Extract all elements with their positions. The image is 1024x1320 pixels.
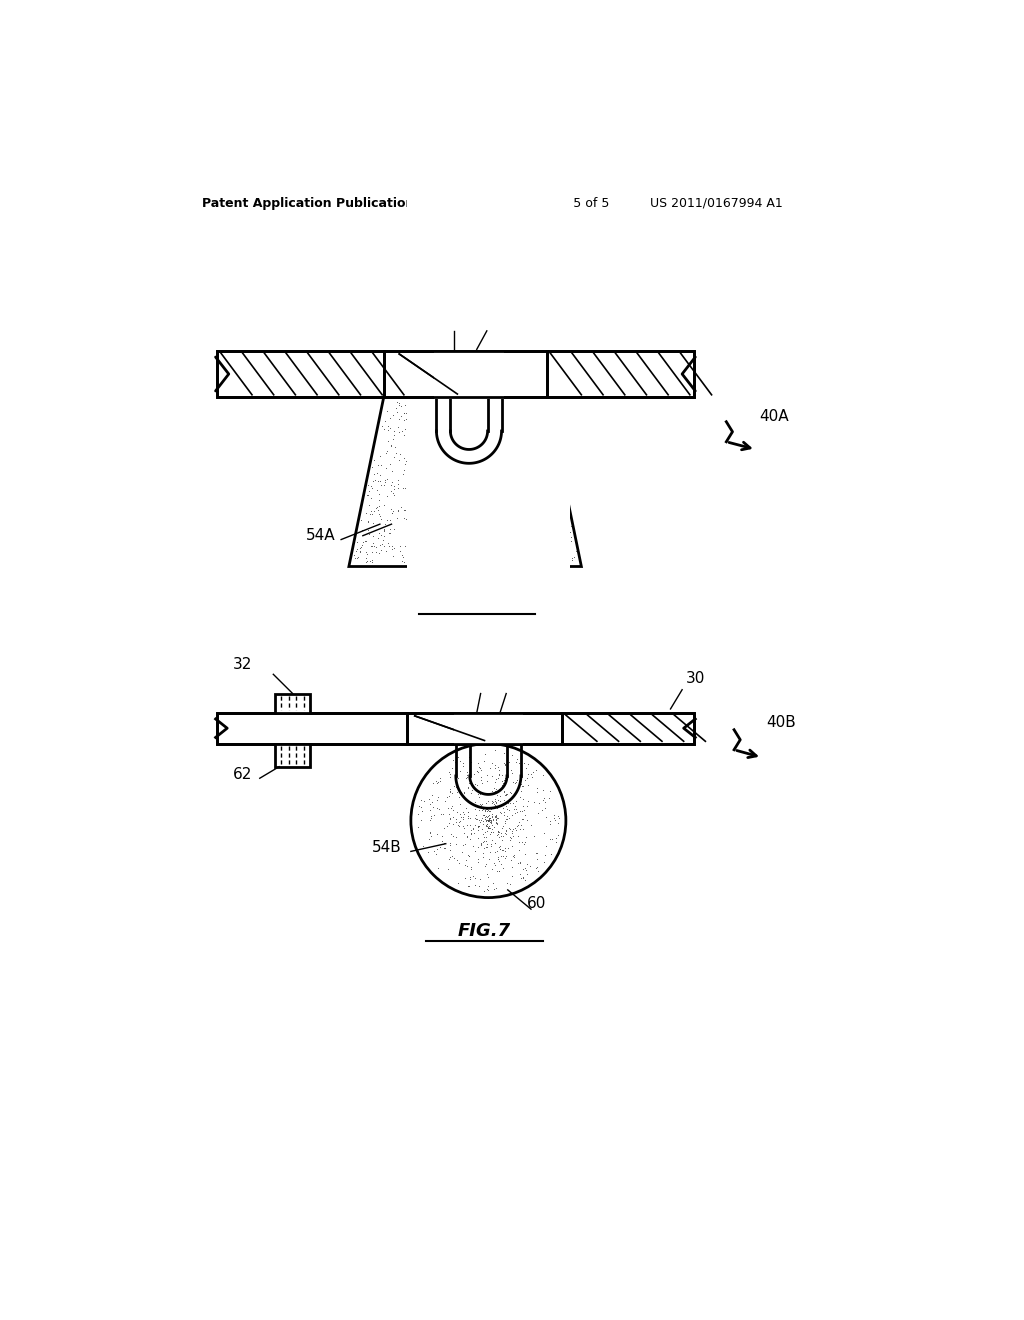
Text: 52: 52 [490, 313, 510, 327]
Text: 32: 32 [232, 657, 252, 672]
Circle shape [411, 743, 566, 898]
Text: 54A: 54A [306, 528, 336, 544]
Text: 54B: 54B [372, 841, 401, 855]
Text: FIG.7: FIG.7 [458, 921, 511, 940]
Text: 50: 50 [427, 313, 445, 327]
Text: 50: 50 [454, 673, 473, 688]
Text: 30: 30 [686, 671, 706, 686]
Bar [275, 743, 310, 767]
Bar [217, 713, 693, 743]
Bar [275, 693, 310, 713]
Bar [217, 351, 693, 397]
Bar [407, 158, 569, 743]
Text: US 2011/0167994 A1: US 2011/0167994 A1 [649, 197, 782, 210]
Bar [454, 713, 523, 744]
Text: 60: 60 [527, 896, 547, 911]
Text: Jul. 14, 2011: Jul. 14, 2011 [421, 197, 500, 210]
Text: 52: 52 [509, 673, 528, 688]
Text: 40A: 40A [760, 409, 790, 424]
Text: 40B: 40B [766, 714, 796, 730]
Text: 62: 62 [232, 767, 252, 781]
Text: Sheet 5 of 5: Sheet 5 of 5 [532, 197, 609, 210]
Bar [217, 713, 693, 743]
Text: FIG.6: FIG.6 [451, 595, 504, 612]
Bar [217, 351, 693, 397]
Polygon shape [349, 397, 582, 566]
Text: Patent Application Publication: Patent Application Publication [202, 197, 414, 210]
Bar [434, 351, 504, 399]
